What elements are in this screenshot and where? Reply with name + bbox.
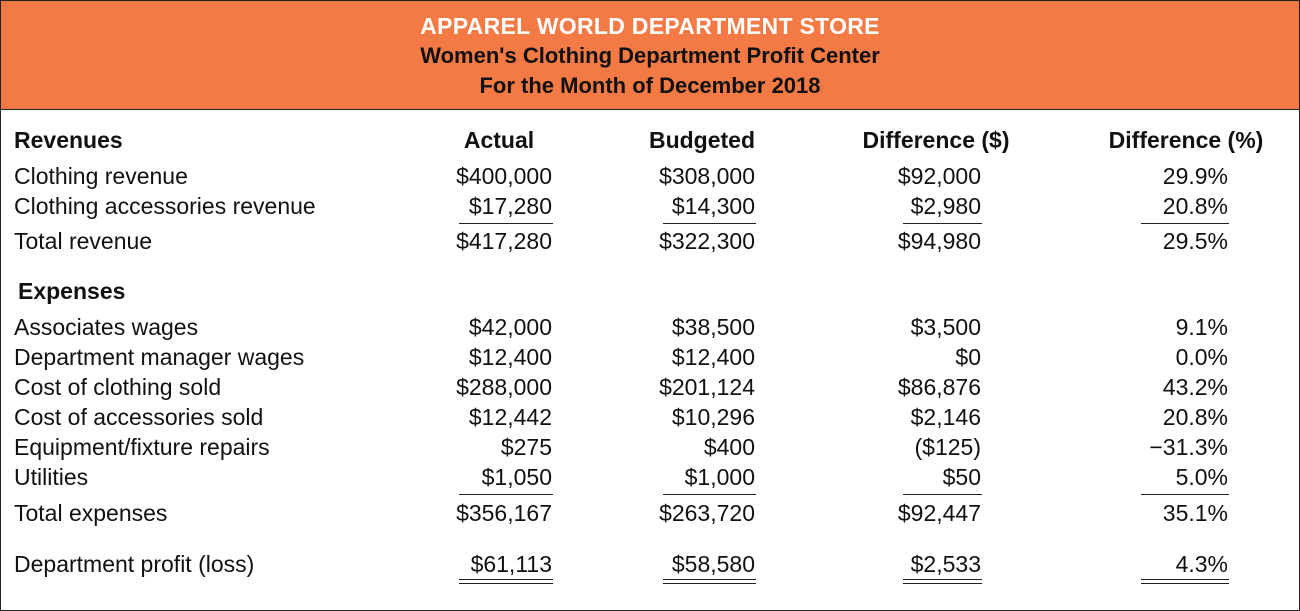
statement-period: For the Month of December 2018	[479, 73, 821, 98]
diff-dollar-value: $86,876	[897, 374, 981, 400]
budgeted-value: $14,300	[671, 193, 755, 219]
table-row: Cost of clothing sold $288,000 $201,124 …	[1, 374, 1299, 404]
diff-dollar-value: $2,146	[910, 404, 981, 430]
actual-value: $12,400	[468, 344, 552, 370]
table-row: Department manager wages $12,400 $12,400…	[1, 344, 1299, 374]
diff-pct-value: 9.1%	[1175, 314, 1228, 340]
subtotal-rule	[1141, 494, 1229, 495]
diff-dollar-value: $3,500	[910, 314, 981, 340]
actual-value: $400,000	[456, 163, 552, 189]
actual-value: $288,000	[456, 374, 552, 400]
statement-header: APPAREL WORLD DEPARTMENT STORE Women's C…	[1, 1, 1299, 110]
budgeted-value: $322,300	[659, 228, 755, 254]
diff-pct-value: 29.5%	[1162, 228, 1228, 254]
row-label: Total revenue	[14, 228, 153, 254]
diff-pct-value: 0.0%	[1175, 344, 1228, 370]
row-label: Department manager wages	[14, 344, 305, 370]
row-label: Equipment/fixture repairs	[14, 434, 270, 460]
diff-dollar-value: $2,533	[910, 551, 981, 577]
subtotal-rule	[663, 223, 756, 224]
actual-value: $275	[500, 434, 552, 460]
budgeted-value: $10,296	[671, 404, 755, 430]
col-actual-header: Actual	[463, 127, 535, 153]
budgeted-value: $38,500	[671, 314, 755, 340]
subtotal-rule	[663, 494, 756, 495]
row-label: Clothing revenue	[14, 163, 188, 189]
actual-value: $42,000	[468, 314, 552, 340]
department-profit-row: Department profit (loss) $61,113 $58,580…	[1, 551, 1299, 581]
statement-subtitle: Women's Clothing Department Profit Cente…	[420, 43, 880, 68]
table-row: Utilities $1,050 $1,000 $50 5.0%	[1, 464, 1299, 494]
diff-dollar-value: $0	[955, 344, 981, 370]
col-diff-dollar-header: Difference ($)	[862, 127, 1010, 153]
actual-value: $17,280	[468, 193, 552, 219]
diff-pct-value: 4.3%	[1175, 551, 1228, 577]
row-label: Cost of accessories sold	[14, 404, 264, 430]
subtotal-rule	[459, 494, 553, 495]
subtotal-rule	[1141, 223, 1229, 224]
double-underline	[459, 579, 553, 584]
total-expenses-row: Total expenses $356,167 $263,720 $92,447…	[1, 500, 1299, 530]
diff-dollar-value: $94,980	[897, 228, 981, 254]
subtotal-rule	[903, 494, 982, 495]
row-label: Clothing accessories revenue	[14, 193, 316, 219]
budgeted-value: $263,720	[659, 500, 755, 526]
actual-value: $417,280	[456, 228, 552, 254]
diff-dollar-value: ($125)	[914, 434, 981, 460]
diff-pct-value: 29.9%	[1162, 163, 1228, 189]
column-header-row: Revenues Actual Budgeted Difference ($) …	[1, 127, 1299, 157]
diff-pct-value: 43.2%	[1162, 374, 1228, 400]
subtotal-rule	[459, 223, 553, 224]
actual-value: $61,113	[470, 551, 552, 577]
company-name: APPAREL WORLD DEPARTMENT STORE	[420, 13, 880, 39]
expenses-title-row: Expenses	[1, 278, 1299, 308]
table-row: Cost of accessories sold $12,442 $10,296…	[1, 404, 1299, 434]
col-budgeted-header: Budgeted	[648, 127, 756, 153]
col-diff-pct-header: Difference (%)	[1108, 127, 1264, 153]
budgeted-value: $12,400	[671, 344, 755, 370]
revenues-section-title: Revenues	[14, 127, 123, 153]
double-underline	[903, 579, 982, 584]
expenses-section-title: Expenses	[18, 278, 126, 304]
diff-pct-value: 20.8%	[1162, 193, 1228, 219]
diff-pct-value: 5.0%	[1175, 464, 1228, 490]
row-label: Associates wages	[14, 314, 199, 340]
budgeted-value: $201,124	[659, 374, 755, 400]
diff-pct-value: 20.8%	[1162, 404, 1228, 430]
row-label: Total expenses	[14, 500, 168, 526]
budgeted-value: $58,580	[671, 551, 755, 577]
subtotal-rule	[903, 223, 982, 224]
diff-dollar-value: $92,447	[897, 500, 981, 526]
row-label: Department profit (loss)	[14, 551, 255, 577]
actual-value: $1,050	[481, 464, 552, 490]
double-underline	[1141, 579, 1229, 584]
table-row: Clothing revenue $400,000 $308,000 $92,0…	[1, 163, 1299, 193]
budgeted-value: $1,000	[684, 464, 755, 490]
double-underline	[663, 579, 756, 584]
total-revenue-row: Total revenue $417,280 $322,300 $94,980 …	[1, 228, 1299, 258]
table-row: Associates wages $42,000 $38,500 $3,500 …	[1, 314, 1299, 344]
diff-dollar-value: $50	[942, 464, 981, 490]
actual-value: $12,442	[468, 404, 552, 430]
actual-value: $356,167	[456, 500, 552, 526]
diff-pct-value: 35.1%	[1162, 500, 1228, 526]
diff-dollar-value: $92,000	[897, 163, 981, 189]
diff-pct-value: −31.3%	[1149, 434, 1228, 460]
table-row: Equipment/fixture repairs $275 $400 ($12…	[1, 434, 1299, 464]
budgeted-value: $400	[703, 434, 755, 460]
diff-dollar-value: $2,980	[910, 193, 981, 219]
table-row: Clothing accessories revenue $17,280 $14…	[1, 193, 1299, 223]
row-label: Cost of clothing sold	[14, 374, 222, 400]
row-label: Utilities	[14, 464, 89, 490]
budgeted-value: $308,000	[659, 163, 755, 189]
